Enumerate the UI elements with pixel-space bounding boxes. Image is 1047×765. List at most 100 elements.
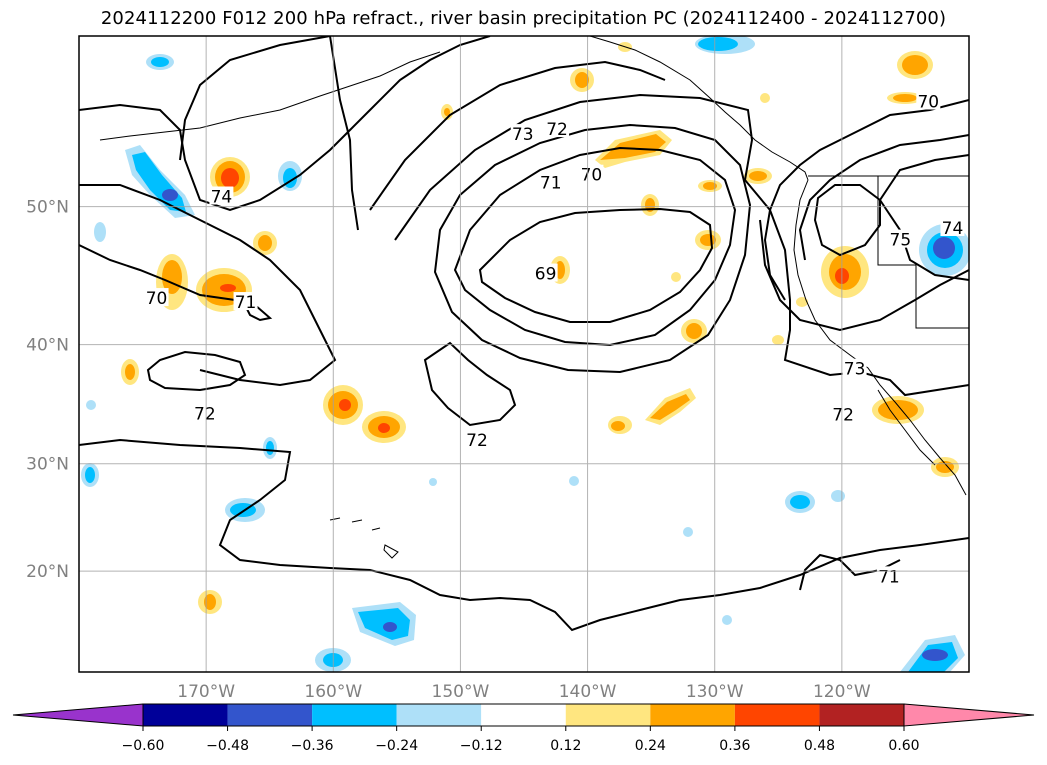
lon-tick-label: 160°W [304,682,362,702]
colorbar-tick-label: 0.36 [719,738,750,754]
contour-label: 69 [535,265,557,285]
coastline-hawaii [329,517,399,559]
contour-label-bg [209,186,234,205]
map-frame [78,35,970,673]
coastlines [99,36,969,559]
precip-patch-positive [700,234,716,246]
colorbar-tick-label: −0.12 [460,738,503,754]
precip-patch-positive [749,171,767,181]
coastline-aleutians [99,51,441,141]
contour-label-bg [940,217,965,236]
contour-label-bg [888,229,913,248]
precip-patch-positive [902,55,928,75]
precip-patch-negative [429,478,437,486]
precip-patch-negative [569,476,579,486]
colorbar-outline [142,703,905,727]
lat-tick-label: 20°N [26,562,69,582]
latitude-tick-labels: 50°N 40°N 30°N 20°N [26,198,69,583]
precip-patch-negative [94,222,106,242]
longitude-tick-labels: 170°W 160°W 150°W 140°W 130°W 120°W [177,682,871,702]
precip-patch-positive [221,168,239,188]
contour-east-70 [763,99,969,301]
contour-label: 75 [890,231,912,251]
contour-71 [433,123,752,374]
contour-east-73 [759,219,969,332]
contour-east-74 [878,154,969,281]
contour-label-bg [916,91,941,110]
chart-title: 2024112200 F012 200 hPa refract., river … [100,8,947,29]
precip-patch-positive [878,400,918,420]
contour-west-72 [146,350,247,392]
colorbar-extend-high [903,703,1035,727]
contour-label: 70 [917,92,939,112]
coastline-alaska [589,36,809,181]
contour-label-bg [842,358,867,377]
contour-west-71 [79,184,337,387]
colorbar-tick-label: −0.24 [375,738,418,754]
contour-label: 74 [942,219,964,239]
colorbar-tick-label: −0.48 [206,738,249,754]
contour-east-72 [798,134,969,261]
colorbar-tick-label: 0.12 [550,738,581,754]
precip-patch-positive [796,297,808,307]
colorbar-extend-low [12,703,144,727]
contour-label: 71 [235,293,257,313]
contour-label: 73 [844,360,866,380]
contour-label-bg [533,263,558,282]
precip-patch-positive [125,364,135,380]
contour-labels: 74 73 72 71 70 69 71 70 72 72 70 74 75 73 72 71 [144,91,965,587]
lon-tick-label: 120°W [813,682,871,702]
precip-patch-negative [933,237,955,259]
lon-tick-label: 170°W [177,682,235,702]
precip-patch-positive [204,594,216,610]
precip-patch-positive [893,94,917,102]
precip-patch-negative [266,441,274,455]
colorbar-tick-label: −0.60 [122,738,165,754]
contour-label-bg [579,164,604,183]
precip-patch-negative [722,615,732,625]
contour-label-bg [144,288,169,307]
precip-patch-positive [220,284,236,292]
contour-label: 72 [466,431,488,451]
colorbar-segment [143,704,228,726]
contour-label: 71 [540,174,562,194]
contour-70 [453,146,737,347]
precip-patch-negative [151,57,169,67]
colorbar-segment [312,704,397,726]
contour-upper-arc [179,36,331,161]
lon-tick-label: 130°W [686,682,744,702]
colorbar-segment [481,704,566,726]
colorbar: −0.60 −0.48 −0.36 −0.24 −0.12 0.12 0.24 0.36 0.4… [12,703,1035,754]
precip-patch-positive [650,394,690,420]
contour-mid-72 [423,341,517,427]
lat-tick-label: 40°N [26,336,69,356]
colorbar-segment [734,704,820,726]
contour-label: 70 [581,166,603,186]
contour-label: 72 [832,405,854,425]
coastline-baja [877,389,936,466]
lon-tick-label: 140°W [559,682,617,702]
precip-patch-negative [383,622,397,632]
precip-patch-negative [85,467,95,483]
precip-patch-positive [671,272,681,282]
precip-patch-negative [790,495,810,509]
contour-label-bg [233,292,258,311]
precip-patch-positive [575,72,589,88]
contour-label-bg [545,119,570,138]
contour-east-75 [813,184,881,257]
precip-patch-positive [703,182,717,190]
contour-label-bg [192,403,217,422]
precip-patch-negative [698,37,738,51]
colorbar-segment [227,704,313,726]
contour-label: 73 [512,125,534,145]
precip-patch-negative [922,649,948,661]
contour-73 [369,60,666,211]
precip-patch-positive [378,423,390,433]
contour-label-bg [831,404,856,423]
precip-patch-negative [162,189,178,201]
colorbar-tick-label: 0.60 [888,738,919,754]
colorbar-segment [565,704,651,726]
contour-label-bg [538,172,563,191]
state-border-west [877,176,969,329]
